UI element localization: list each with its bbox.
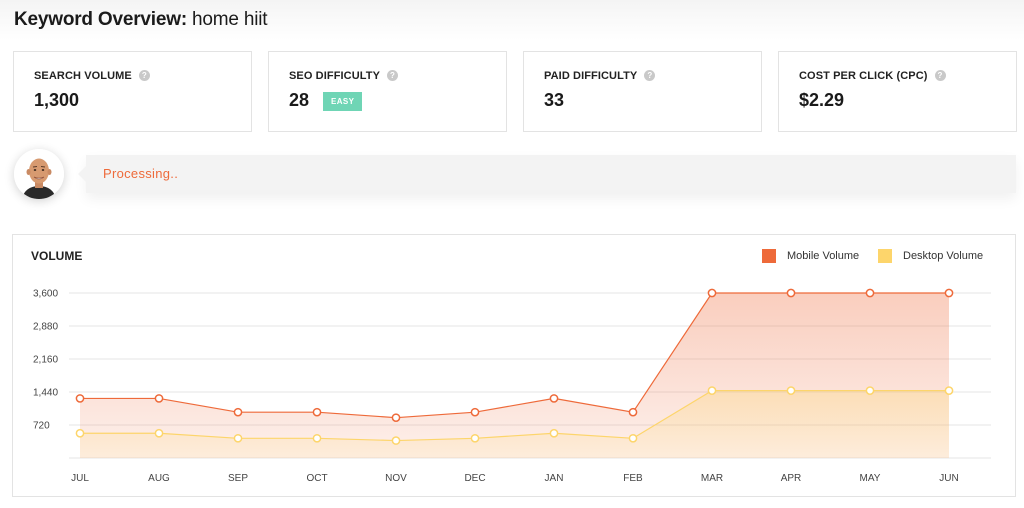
mobile-volume-point <box>470 407 480 417</box>
desktop-volume-point <box>470 433 480 443</box>
desktop-volume-area <box>80 390 949 458</box>
avatar <box>14 149 64 199</box>
desktop-volume-point <box>233 433 243 443</box>
desktop-volume-point <box>628 433 638 443</box>
desktop-volume-point <box>312 433 322 443</box>
mobile-volume-point <box>233 407 243 417</box>
chart-title: VOLUME <box>31 249 83 263</box>
search-volume-value: 1,300 <box>34 90 80 110</box>
x-tick-label: MAY <box>860 473 881 484</box>
volume-chart-card: 720 1,440 2,160 2,880 3,600 JUL AUG SEP OCT NOV DE… <box>12 234 1016 497</box>
mobile-volume-point <box>549 394 559 403</box>
mobile-volume-point <box>865 288 875 298</box>
x-tick-label: JUN <box>939 473 958 484</box>
mobile-volume-point <box>75 394 85 403</box>
paid-difficulty-card: PAID DIFFICULTY? 33 <box>523 51 762 132</box>
x-tick-label: MAR <box>701 473 723 484</box>
search-volume-label: SEARCH VOLUME? <box>34 70 150 82</box>
legend-swatch-mobile <box>762 249 776 263</box>
search-volume-card: SEARCH VOLUME? 1,300 <box>13 51 252 132</box>
desktop-volume-point <box>549 428 559 438</box>
volume-chart: 720 1,440 2,160 2,880 3,600 JUL AUG SEP OCT NOV DE… <box>33 288 991 484</box>
x-tick-label: AUG <box>148 473 170 484</box>
seo-difficulty-value: 28 <box>289 90 310 110</box>
mobile-volume-point <box>707 288 717 298</box>
mobile-volume-point <box>944 288 954 298</box>
page-title: Keyword Overview: home hiit <box>14 9 268 31</box>
assistant-message-bubble: Processing.. <box>78 155 1016 193</box>
help-icon[interactable]: ? <box>934 70 946 81</box>
x-tick-label: APR <box>781 473 802 484</box>
person-icon <box>14 149 64 199</box>
legend-item-mobile[interactable]: Mobile Volume <box>762 249 859 263</box>
difficulty-badge: EASY <box>323 92 363 111</box>
y-tick-label: 1,440 <box>33 388 58 399</box>
y-tick-label: 3,600 <box>33 289 58 300</box>
x-tick-label: SEP <box>228 473 248 484</box>
paid-difficulty-value: 33 <box>544 90 565 110</box>
seo-difficulty-card: SEO DIFFICULTY? 28 EASY <box>268 51 507 132</box>
legend-label-mobile: Mobile Volume <box>787 250 860 262</box>
desktop-volume-line <box>80 390 949 442</box>
cpc-value: $2.29 <box>799 90 845 110</box>
y-tick-label: 2,160 <box>33 355 58 366</box>
y-tick-label: 2,880 <box>33 322 58 333</box>
mobile-volume-point <box>391 413 401 423</box>
cpc-label: COST PER CLICK (CPC)? <box>799 70 946 82</box>
y-tick-label: 720 <box>33 421 50 432</box>
top-shade <box>0 0 1024 40</box>
mobile-volume-point <box>628 407 638 417</box>
help-icon[interactable]: ? <box>644 70 656 81</box>
cpc-card: COST PER CLICK (CPC)? $2.29 <box>778 51 1017 132</box>
legend-label-desktop: Desktop Volume <box>903 250 984 262</box>
mobile-volume-point <box>154 394 164 403</box>
legend-swatch-desktop <box>878 249 892 263</box>
page-title-keyword: home hiit <box>192 9 268 30</box>
mobile-volume-line <box>80 292 949 419</box>
legend-item-desktop[interactable]: Desktop Volume <box>878 249 983 263</box>
desktop-volume-point <box>944 386 954 395</box>
x-tick-label: NOV <box>385 473 407 484</box>
page-title-label: Keyword Overview: <box>14 9 187 30</box>
x-tick-label: DEC <box>464 473 485 484</box>
desktop-volume-point <box>154 428 164 438</box>
processing-text: Processing.. <box>103 166 179 181</box>
paid-difficulty-label: PAID DIFFICULTY? <box>544 70 656 82</box>
x-tick-label: FEB <box>623 473 643 484</box>
desktop-volume-point <box>865 386 875 395</box>
help-icon[interactable]: ? <box>138 70 150 81</box>
x-tick-label: JAN <box>545 473 564 484</box>
desktop-volume-point <box>786 386 796 395</box>
help-icon[interactable]: ? <box>387 70 399 81</box>
desktop-volume-point <box>391 436 401 445</box>
x-tick-label: OCT <box>306 473 327 484</box>
mobile-volume-point <box>786 288 796 298</box>
mobile-volume-point <box>312 407 322 417</box>
x-tick-label: JUL <box>71 473 89 484</box>
seo-difficulty-label: SEO DIFFICULTY? <box>289 70 399 82</box>
desktop-volume-point <box>75 428 85 438</box>
desktop-volume-point <box>707 386 717 395</box>
